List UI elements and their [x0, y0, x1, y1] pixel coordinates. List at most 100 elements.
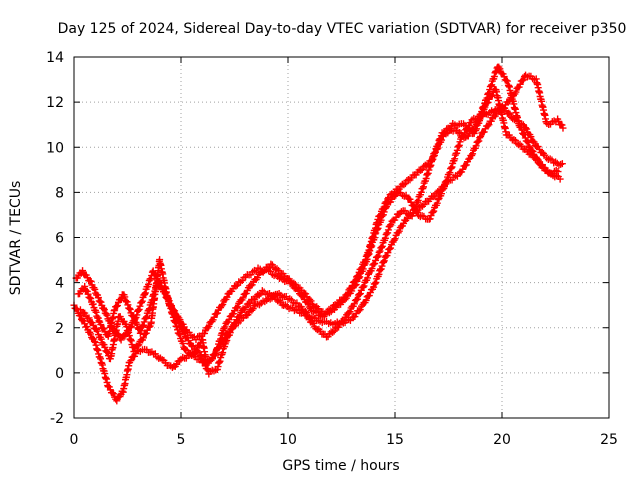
data-point — [360, 282, 368, 290]
data-point — [386, 245, 394, 253]
y-tick-label: 10 — [46, 140, 64, 156]
data-point — [213, 309, 221, 317]
data-point — [513, 140, 521, 148]
data-point — [375, 248, 383, 256]
data-point — [414, 196, 422, 204]
data-point — [410, 206, 418, 214]
y-tick-label: 8 — [55, 185, 64, 201]
data-point — [90, 337, 98, 345]
data-point — [142, 314, 150, 322]
data-point — [418, 166, 426, 174]
data-point — [361, 256, 369, 264]
data-point — [192, 348, 200, 356]
grid — [74, 57, 609, 418]
data-point — [173, 323, 181, 331]
data-point — [505, 109, 513, 117]
data-point — [233, 304, 241, 312]
data-point — [328, 305, 336, 313]
data-point — [121, 293, 129, 301]
data-point — [362, 252, 370, 260]
data-point — [430, 207, 438, 215]
data-point — [372, 278, 380, 286]
data-point — [395, 227, 403, 235]
data-point — [374, 252, 382, 260]
x-tick-label: 10 — [279, 432, 297, 448]
data-point — [309, 319, 317, 327]
data-point — [207, 356, 215, 364]
data-point — [343, 291, 351, 299]
data-point — [252, 292, 260, 300]
data-point — [89, 300, 97, 308]
data-point — [236, 312, 244, 320]
data-point — [173, 326, 181, 334]
data-point — [135, 341, 143, 349]
x-tick-label: 25 — [600, 432, 618, 448]
series-1 — [70, 104, 566, 405]
data-point — [400, 181, 408, 189]
data-point — [446, 169, 454, 177]
data-point — [484, 122, 492, 130]
data-point — [125, 304, 133, 312]
data-point — [113, 397, 121, 405]
data-point — [472, 126, 480, 134]
data-point — [459, 165, 467, 173]
data-point — [480, 128, 488, 136]
data-point — [364, 274, 372, 282]
data-point — [135, 305, 143, 313]
data-point — [81, 282, 89, 290]
data-point — [462, 161, 470, 169]
data-point — [485, 121, 493, 129]
data-point — [272, 295, 280, 303]
data-point — [97, 298, 105, 306]
data-point — [270, 264, 278, 272]
data-point — [129, 312, 137, 320]
data-point — [100, 325, 108, 333]
data-point — [91, 285, 99, 293]
data-point — [176, 331, 184, 339]
data-point — [126, 305, 134, 313]
data-point — [476, 134, 484, 142]
data-point — [523, 125, 531, 133]
data-point — [500, 73, 508, 81]
y-tick-label: 12 — [46, 95, 64, 111]
data-point — [122, 297, 130, 305]
data-point — [510, 136, 518, 144]
data-point — [481, 103, 489, 111]
data-point — [248, 306, 256, 314]
data-point — [220, 324, 228, 332]
data-point — [247, 282, 255, 290]
x-tick-label: 0 — [70, 432, 79, 448]
data-point — [340, 316, 348, 324]
data-point — [329, 328, 337, 336]
data-point — [558, 160, 566, 168]
data-point — [239, 294, 247, 302]
data-point — [484, 98, 492, 106]
data-point — [533, 155, 541, 163]
y-tick-label: 6 — [55, 231, 64, 247]
data-point — [377, 211, 385, 219]
data-point — [516, 80, 524, 88]
data-point — [409, 209, 417, 217]
data-point — [428, 156, 436, 164]
data-point — [111, 306, 119, 314]
data-point — [141, 290, 149, 298]
data-point — [384, 226, 392, 234]
y-tick-label: 4 — [55, 276, 64, 292]
data-point — [524, 138, 532, 146]
data-point — [528, 151, 536, 159]
data-point — [147, 275, 155, 283]
data-point — [139, 321, 147, 329]
data-point — [434, 140, 442, 148]
data-point — [554, 168, 562, 176]
data-point — [173, 360, 181, 368]
data-point — [307, 297, 315, 305]
data-point — [175, 330, 183, 338]
data-point — [232, 319, 240, 327]
data-point — [117, 336, 125, 344]
data-point — [487, 117, 495, 125]
data-point — [378, 243, 386, 251]
data-point — [356, 306, 364, 314]
data-point — [417, 166, 425, 174]
data-point — [124, 301, 132, 309]
data-point — [519, 76, 527, 84]
